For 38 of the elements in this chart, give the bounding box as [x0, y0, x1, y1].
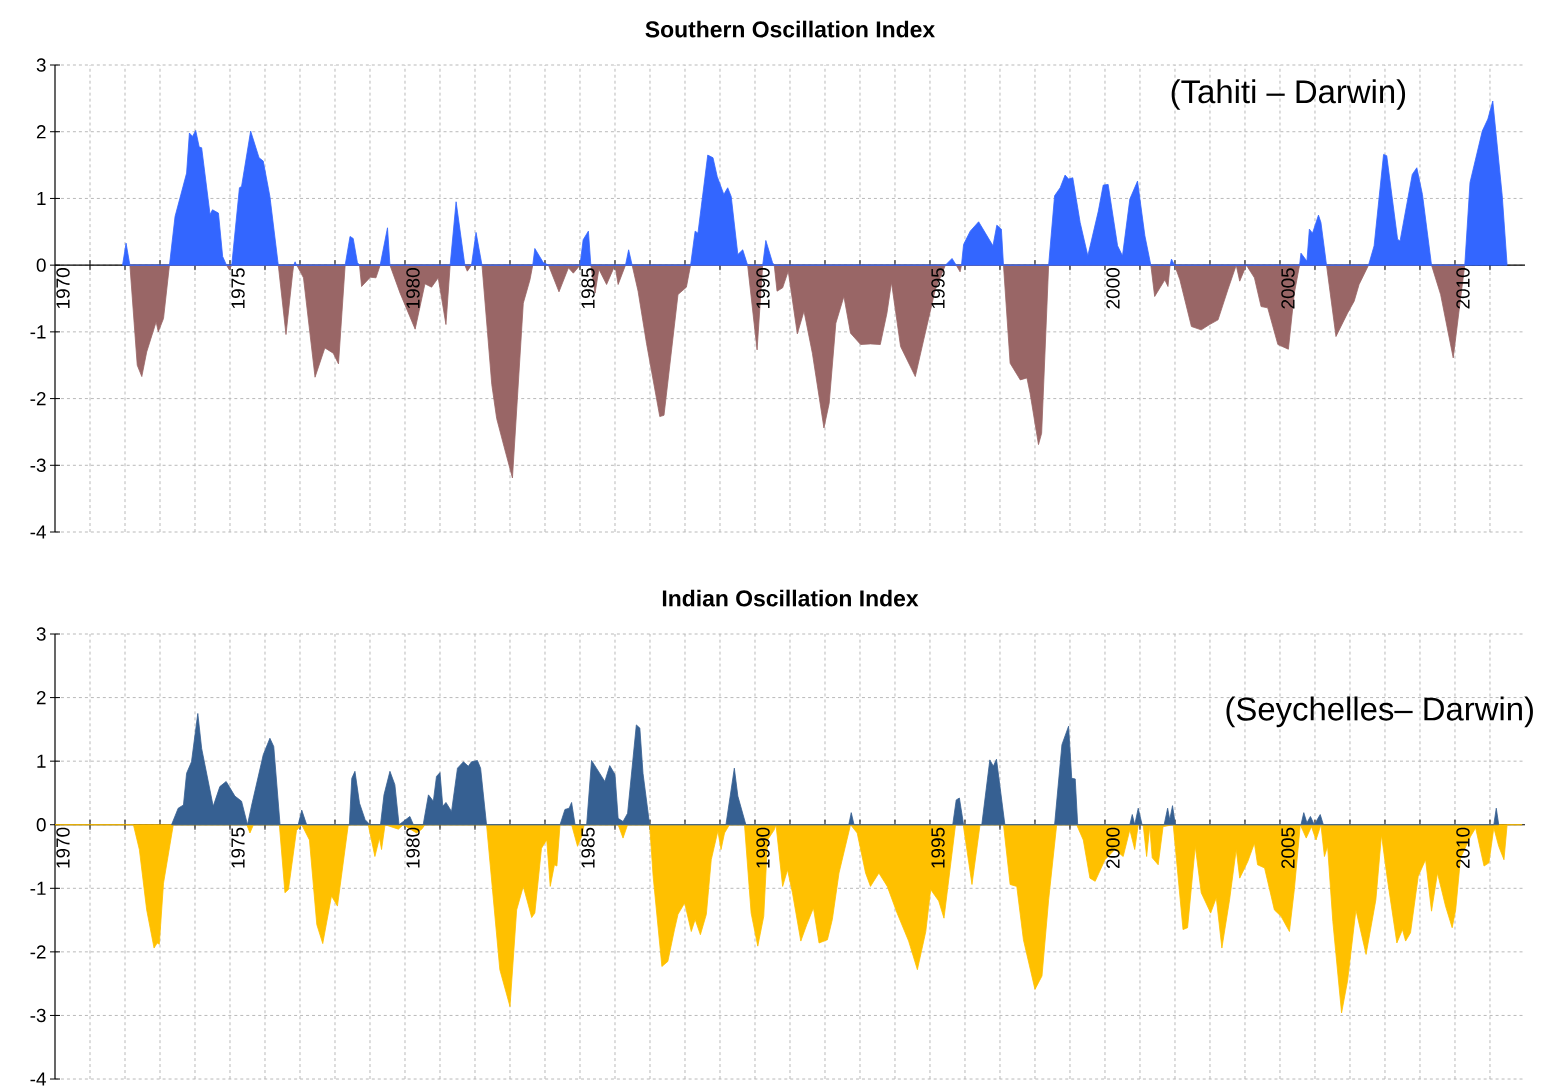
y-tick-label: 2: [36, 125, 46, 139]
y-tick-label: 0: [36, 818, 46, 832]
x-tick-label: 1980: [406, 827, 420, 868]
x-tick-label: 1980: [406, 268, 420, 309]
x-tick-label: 1975: [231, 268, 245, 309]
y-tick-label: 3: [36, 58, 46, 72]
x-tick-label: 1975: [231, 827, 245, 868]
y-tick-label: -3: [30, 458, 46, 472]
x-tick-label: 2000: [1106, 827, 1120, 869]
y-tick-label: 1: [37, 191, 46, 205]
y-tick-label: -4: [30, 525, 46, 539]
y-tick-label: 0: [36, 258, 46, 272]
annotation: (Seychelles– Darwin): [1226, 696, 1533, 728]
x-tick-label: 1970: [56, 827, 70, 868]
x-tick-label: 1990: [756, 827, 770, 868]
chart-title: Indian Oscillation Index: [662, 589, 919, 607]
x-tick-label: 2005: [1281, 268, 1295, 309]
y-tick-label: -1: [30, 325, 46, 339]
x-tick-label: 2010: [1456, 268, 1470, 309]
x-tick-label: 1995: [931, 268, 945, 309]
y-tick-label: -1: [30, 881, 46, 895]
y-tick-label: 3: [36, 627, 46, 641]
y-tick-label: -4: [30, 1072, 46, 1086]
y-tick-label: -2: [30, 945, 46, 959]
annotation: (Tahiti – Darwin): [1171, 79, 1406, 110]
x-tick-label: 1990: [756, 268, 770, 309]
x-tick-label: 2000: [1106, 268, 1120, 309]
x-tick-label: 2005: [1281, 827, 1295, 869]
y-tick-label: -3: [30, 1008, 46, 1023]
y-tick-label: 2: [36, 690, 46, 705]
x-tick-label: 1995: [931, 827, 945, 868]
x-tick-label: 2010: [1456, 827, 1470, 869]
x-tick-label: 1985: [581, 268, 595, 309]
y-tick-label: -2: [30, 391, 46, 406]
y-tick-label: 1: [37, 754, 46, 768]
x-tick-label: 1985: [581, 827, 595, 868]
chart-title: Southern Oscillation Index: [645, 20, 935, 38]
x-tick-label: 1970: [56, 268, 70, 309]
